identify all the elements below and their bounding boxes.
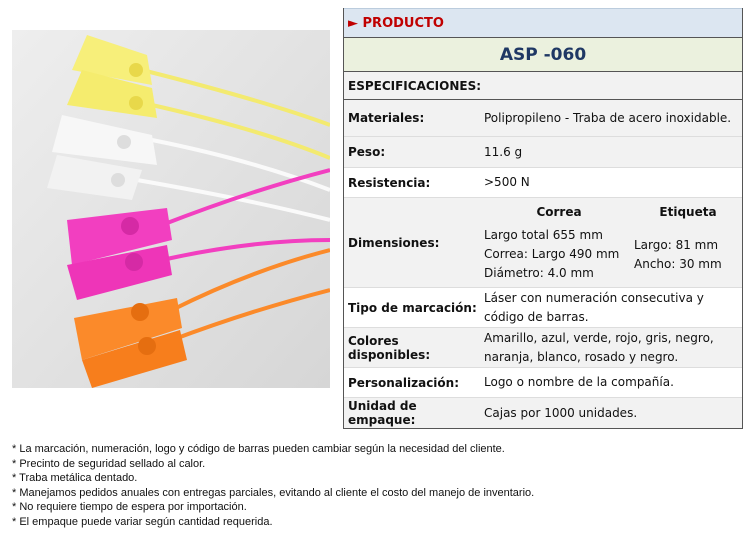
spec-row-colors: Colores disponibles: Amarillo, azul, ver… — [344, 328, 742, 368]
spec-label: Tipo de marcación: — [348, 300, 477, 315]
spec-row-dimensions: Dimensiones: Correa Largo total 655 mm C… — [344, 198, 742, 288]
tag-value: Ancho: 30 mm — [634, 256, 722, 271]
spec-label: Dimensiones: — [348, 235, 440, 250]
footnote: * Manejamos pedidos anuales con entregas… — [12, 486, 535, 499]
spec-row-customization: Personalización: Logo o nombre de la com… — [344, 368, 742, 398]
tag-header: Etiqueta — [659, 204, 717, 219]
tag-value: Largo: 81 mm — [634, 237, 719, 252]
spec-value: >500 N — [484, 175, 530, 189]
spec-row-marking: Tipo de marcación: Láser con numeración … — [344, 288, 742, 328]
strap-value: Correa: Largo 490 mm — [484, 246, 620, 261]
footnote: * El empaque puede variar según cantidad… — [12, 515, 273, 528]
yellow-seals — [67, 35, 330, 160]
strap-header: Correa — [536, 204, 582, 219]
spec-label: Materiales: — [348, 111, 425, 125]
arrow-right-icon: ► — [348, 15, 358, 31]
spec-label: Colores disponibles: — [348, 333, 431, 362]
pink-seals — [67, 168, 330, 300]
section-header: ► PRODUCTO — [344, 8, 742, 38]
spec-label: Resistencia: — [348, 175, 431, 190]
strap-value: Largo total 655 mm — [484, 227, 603, 242]
model-title: ASP -060 — [344, 38, 742, 72]
footnotes: * La marcación, numeración, logo y códig… — [12, 442, 534, 529]
spec-value: Polipropileno - Traba de acero inoxidabl… — [484, 110, 732, 125]
strap-value: Diámetro: 4.0 mm — [484, 265, 594, 280]
white-seals — [47, 115, 330, 222]
spec-row-materials: Materiales: Polipropileno - Traba de ace… — [344, 100, 742, 137]
spec-value: Amarillo, azul, verde, rojo, gris, negro… — [484, 330, 714, 364]
spec-row-weight: Peso: 11.6 g — [344, 137, 742, 168]
orange-seals — [74, 248, 330, 388]
spec-label: Peso: — [348, 145, 386, 159]
section-title: PRODUCTO — [362, 15, 444, 31]
spec-value: Láser con numeración consecutiva y códig… — [484, 290, 704, 324]
spec-row-resistance: Resistencia: >500 N — [344, 168, 742, 198]
footnote: * No requiere tiempo de espera por impor… — [12, 501, 247, 513]
spec-value: 11.6 g — [484, 144, 523, 159]
spec-row-packaging: Unidad de empaque: Cajas por 1000 unidad… — [344, 398, 742, 428]
spec-value: Cajas por 1000 unidades. — [484, 405, 638, 420]
footnote: * Traba metálica dentado. — [12, 472, 138, 484]
spec-label: Unidad de empaque: — [348, 399, 417, 427]
spec-value: Logo o nombre de la compañía. — [484, 375, 674, 389]
footnote: * Precinto de seguridad sellado al calor… — [12, 457, 206, 470]
spec-table: ► PRODUCTO ASP -060 ESPECIFICACIONES: Ma… — [343, 8, 743, 429]
product-photo — [12, 30, 330, 388]
footnote: * La marcación, numeración, logo y códig… — [12, 443, 505, 455]
spec-label: Personalización: — [348, 375, 459, 390]
specs-title: ESPECIFICACIONES: — [344, 72, 742, 100]
